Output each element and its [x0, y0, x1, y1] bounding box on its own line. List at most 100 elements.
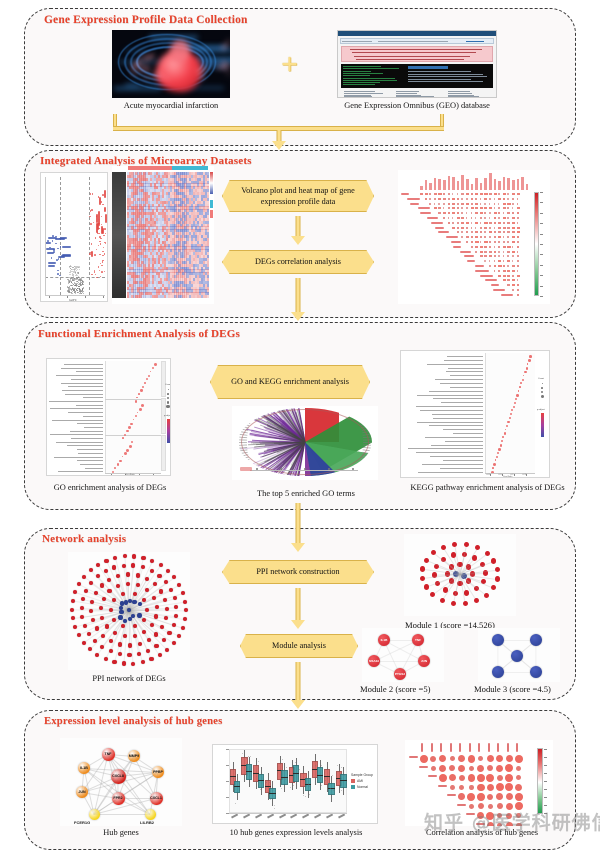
kegg-pathway-label — [440, 382, 483, 384]
go-dot — [149, 370, 152, 373]
ppi-node — [112, 618, 117, 623]
heatmap-cell — [196, 214, 200, 219]
module2-node-label: NSAIH — [369, 659, 379, 663]
heatmap-cell — [157, 243, 161, 247]
boxplot-outlier — [279, 764, 281, 765]
heatmap-cell — [196, 286, 200, 290]
heatmap-cell — [170, 189, 173, 193]
corr-cell — [452, 217, 454, 219]
arrow-head — [291, 620, 305, 629]
heatmap-cell — [129, 209, 132, 213]
volcano-point-ns — [74, 267, 76, 269]
volcano-point-up — [100, 201, 102, 203]
heatmap-cell — [190, 272, 193, 276]
heatmap-cell — [147, 226, 150, 230]
corr-cell — [489, 241, 492, 243]
ppi-node — [126, 581, 131, 586]
heatmap-cell — [147, 292, 150, 296]
heatmap-cell — [135, 240, 138, 244]
heatmap-cell — [178, 220, 181, 224]
heatmap-cell — [139, 197, 142, 201]
heatmap-cell — [204, 263, 208, 267]
heatmap-cell — [153, 209, 157, 213]
heatmap-cell — [163, 220, 167, 224]
boxplot-x-ticklabel — [266, 813, 274, 819]
heatmap-cell — [149, 243, 152, 247]
heatmap-cell — [172, 212, 175, 216]
heatmap-cell — [151, 295, 155, 299]
hub-node-fcer1g — [88, 808, 100, 820]
arrow-shaft — [276, 130, 282, 142]
heatmap-cell — [159, 255, 163, 259]
volcano-point-ns — [79, 287, 81, 289]
corr-cell — [516, 217, 519, 219]
heatmap-cell — [157, 226, 161, 230]
heatmap-cell — [139, 220, 142, 224]
corr-cell — [507, 202, 511, 205]
heatmap-cell — [194, 194, 198, 199]
heatmap-cell — [127, 197, 130, 201]
heatmap-cell — [200, 192, 204, 196]
heatmap-cell — [157, 237, 161, 242]
corr-cell — [479, 197, 482, 200]
go-dot — [136, 411, 139, 414]
heatmap-cell — [139, 194, 142, 199]
heatmap-cell — [186, 229, 189, 233]
ppi-node — [88, 568, 93, 573]
heatmap-cell — [159, 257, 163, 262]
corr-cell — [516, 241, 519, 243]
heatmap-cell — [194, 289, 198, 293]
volcano-point-down — [57, 258, 60, 260]
boxplot-outlier — [293, 784, 294, 786]
ppi-node — [130, 613, 136, 619]
ppi-node — [132, 554, 137, 559]
heatmap-cell — [170, 232, 173, 236]
heatmap-cell — [194, 220, 198, 224]
heatmap-cell — [184, 223, 187, 227]
heatmap-cell — [178, 226, 181, 230]
heatmap-cell — [170, 266, 173, 270]
corr-cell — [498, 231, 501, 234]
heatmap-cell — [202, 289, 206, 293]
go-facet-divider — [105, 399, 161, 400]
hub-corr-row-label — [475, 822, 485, 825]
heatmap-cell — [184, 272, 187, 276]
boxplot-x-ticklabel — [278, 813, 286, 819]
heatmap-cell — [155, 240, 159, 244]
arrow-shaft — [295, 662, 301, 701]
volcano-gene-label-down — [46, 252, 55, 255]
volcano-point-ns — [69, 270, 71, 272]
heatmap-cell — [165, 220, 169, 224]
heatmap-cell — [149, 260, 152, 264]
heatmap-cell — [186, 263, 189, 267]
heatmap-cell — [192, 255, 196, 259]
heatmap-cell — [163, 252, 167, 256]
heatmap-cell — [190, 257, 193, 262]
volcano-point-ns — [76, 266, 78, 268]
hub-corr-bubble — [505, 764, 514, 773]
corr-cell — [502, 279, 506, 282]
kegg-dot — [502, 436, 505, 439]
kegg-x-tick — [490, 473, 491, 476]
corr-cell — [507, 236, 510, 239]
heatmap-cell — [184, 197, 187, 201]
heatmap-cell — [204, 209, 208, 213]
heatmap-cell — [202, 252, 206, 256]
heatmap-cell — [129, 203, 132, 207]
heatmap-cell — [186, 275, 189, 279]
heatmap-cell — [184, 189, 187, 193]
arrow-head — [272, 141, 286, 150]
ppi-node — [124, 600, 129, 605]
heatmap-cell — [190, 200, 193, 204]
heatmap-cell — [131, 260, 134, 264]
heatmap-cell — [163, 277, 167, 282]
heatmap-cell — [161, 280, 165, 284]
hub-corr-bubble — [438, 773, 447, 782]
heatmap-cell — [137, 235, 140, 239]
heatmap-cell — [168, 192, 171, 196]
heatmap-cell — [168, 263, 171, 267]
heatmap-cell — [178, 194, 181, 199]
heatmap-cell — [198, 280, 202, 284]
volcano-point-up — [94, 254, 96, 256]
go-x-ticklabel — [122, 475, 128, 476]
